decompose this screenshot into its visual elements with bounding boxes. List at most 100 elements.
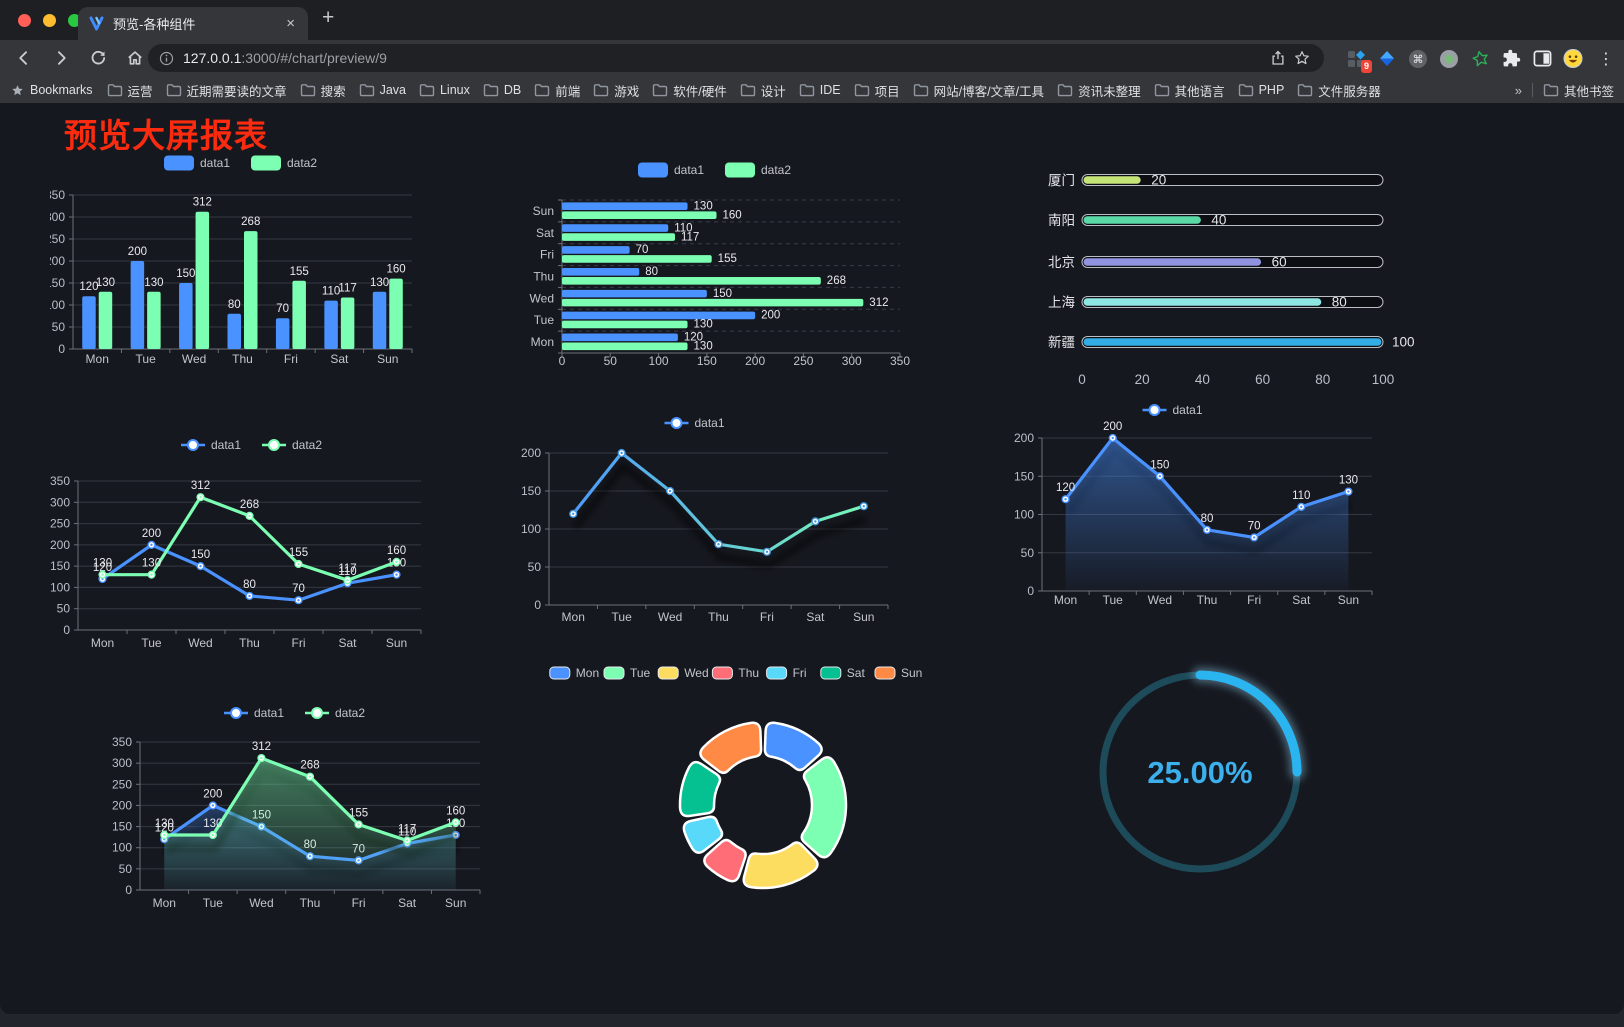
svg-text:0: 0	[1078, 372, 1086, 387]
bookmark-star-button[interactable]	[1290, 46, 1314, 70]
chart-line-gradient[interactable]: data1 0 50 100 150 200 Mon Tue Wed Thu Fri Sat Sun	[505, 400, 920, 640]
other-bookmarks-folder[interactable]: 其他书签	[1543, 81, 1614, 100]
chart-area-single[interactable]: data1 0 50 100 150 200 Mon Tue Wed Thu Fri Sat Sun 12…	[980, 388, 1400, 623]
home-button[interactable]	[123, 46, 147, 70]
bookmark-folder-label: 网站/博客/文章/工具	[933, 84, 1045, 99]
bookmark-folder[interactable]: IDE	[799, 83, 841, 97]
svg-text:130: 130	[694, 200, 713, 212]
bookmarks-overflow-button[interactable]: »	[1514, 82, 1522, 98]
chart-area-two-series[interactable]: data1 data2 0 50 100 150 200 250 300 350 Mon Tue Wed…	[108, 678, 528, 925]
svg-text:data2: data2	[761, 163, 791, 177]
svg-text:150: 150	[112, 820, 132, 834]
svg-text:100: 100	[521, 522, 541, 536]
chart-line-two-series[interactable]: data1 data2 0 50 100 150 200 250 300 350 Mon Tue Wed…	[50, 425, 470, 665]
recorder-extension-button[interactable]	[1439, 49, 1459, 69]
bookmark-folder[interactable]: 设计	[740, 81, 786, 100]
svg-text:250: 250	[112, 777, 132, 791]
bookmark-folder[interactable]: 游戏	[593, 81, 639, 100]
svg-text:Thu: Thu	[239, 636, 260, 650]
url-text[interactable]: 127.0.0.1:3000/#/chart/preview/9	[183, 50, 1266, 66]
new-tab-button[interactable]: +	[322, 6, 335, 29]
bookmark-folder-label: 搜索	[320, 84, 346, 99]
bookmark-folder[interactable]: 其他语言	[1154, 81, 1225, 100]
svg-text:Sat: Sat	[1292, 593, 1311, 607]
bookmark-folder[interactable]: 前端	[534, 81, 580, 100]
reload-button[interactable]	[86, 46, 110, 70]
svg-text:60: 60	[1255, 372, 1270, 387]
svg-text:150: 150	[713, 288, 732, 300]
svg-text:120: 120	[684, 332, 703, 344]
proxy-extension-button[interactable]: 9	[1346, 49, 1372, 73]
url-host: 127.0.0.1	[183, 50, 242, 66]
bookmark-folder[interactable]: 近期需要读的文章	[166, 81, 287, 100]
svg-text:Fri: Fri	[352, 896, 366, 910]
chart-grouped-bar[interactable]: data1 data2 0 50 100 150 200 250 300 350 Mon Tue Wed…	[45, 150, 470, 383]
svg-text:130: 130	[370, 277, 389, 289]
bookmark-folder[interactable]: PHP	[1238, 83, 1284, 97]
svg-text:Wed: Wed	[188, 636, 212, 650]
folder-icon	[799, 84, 814, 97]
bookmark-folder[interactable]: 软件/硬件	[652, 81, 727, 100]
bookmark-folder[interactable]: 网站/博客/文章/工具	[913, 81, 1044, 100]
puzzle-icon	[1503, 49, 1520, 67]
svg-text:Thu: Thu	[232, 352, 253, 366]
extensions-puzzle-button[interactable]	[1501, 49, 1521, 69]
svg-text:200: 200	[142, 528, 161, 540]
bookmark-folder[interactable]: DB	[483, 83, 521, 97]
chart-horizontal-bar[interactable]: data1 data2 Sun 130 160 Sat 110 117 Fri 70 155 Thu 8…	[505, 150, 925, 377]
bookmark-folder[interactable]: Linux	[419, 83, 470, 97]
svg-text:Tue: Tue	[534, 313, 555, 327]
zoom-window-button[interactable]	[68, 14, 81, 27]
chart-progress-bars[interactable]: 厦门 20 南阳 40 北京 60 上海 80 新疆 100 0 20 40 60 80 100	[980, 158, 1428, 395]
folder-icon	[913, 84, 928, 97]
svg-text:130: 130	[203, 818, 222, 830]
svg-text:data1: data1	[254, 706, 284, 720]
bookmarks-root[interactable]: Bookmarks	[10, 83, 93, 98]
green-star-extension-button[interactable]	[1470, 49, 1490, 69]
chart-gauge[interactable]: 25.00%	[1080, 652, 1320, 897]
address-bar[interactable]: 127.0.0.1:3000/#/chart/preview/9	[148, 44, 1324, 72]
browser-tab[interactable]: 预览-各种组件 ×	[78, 7, 308, 40]
share-button[interactable]	[1266, 46, 1290, 70]
chart-donut[interactable]: Mon Tue Wed Thu Fri Sat Sun	[540, 630, 980, 910]
close-window-button[interactable]	[18, 14, 31, 27]
vue-devtools-extension-button[interactable]	[1377, 49, 1397, 69]
bookmark-folder[interactable]: Java	[359, 83, 406, 97]
svg-text:Thu: Thu	[1197, 593, 1218, 607]
bookmark-folder[interactable]: 搜索	[300, 81, 346, 100]
svg-text:155: 155	[289, 547, 308, 559]
svg-text:Thu: Thu	[738, 666, 759, 680]
browser-menu-button[interactable]: ⋮	[1598, 50, 1614, 68]
cmd-extension-button[interactable]: ⌘	[1408, 49, 1428, 69]
svg-text:Sun: Sun	[533, 204, 554, 218]
page-title: 预览大屏报表	[64, 117, 268, 154]
tab-close-icon[interactable]: ×	[286, 15, 295, 32]
site-info-icon[interactable]	[158, 50, 175, 67]
svg-text:250: 250	[50, 517, 70, 531]
back-button[interactable]	[12, 46, 36, 70]
bookmark-folder-label: DB	[503, 83, 522, 97]
svg-text:Fri: Fri	[292, 636, 306, 650]
svg-text:Sat: Sat	[847, 666, 866, 680]
svg-text:200: 200	[1014, 431, 1034, 445]
bookmark-folder[interactable]: 项目	[854, 81, 900, 100]
folder-icon	[300, 84, 315, 97]
svg-text:Thu: Thu	[300, 896, 321, 910]
bookmark-folder[interactable]: 运营	[107, 81, 153, 100]
svg-text:110: 110	[322, 286, 340, 298]
folder-icon	[1298, 84, 1313, 97]
profile-avatar[interactable]	[1563, 48, 1583, 69]
folder-icon	[1154, 84, 1169, 97]
minimize-window-button[interactable]	[43, 14, 56, 27]
svg-text:Wed: Wed	[182, 352, 206, 366]
forward-button[interactable]	[49, 46, 73, 70]
bookmark-folder[interactable]: 文件服务器	[1297, 81, 1381, 100]
svg-text:北京: 北京	[1048, 255, 1075, 270]
bookmark-folder[interactable]: 资讯未整理	[1057, 81, 1141, 100]
svg-text:⌘: ⌘	[1413, 54, 1424, 66]
side-panel-button[interactable]	[1532, 49, 1552, 69]
svg-text:300: 300	[50, 495, 70, 509]
svg-text:上海: 上海	[1048, 295, 1075, 310]
line2-canvas: data1 data2 0 50 100 150 200 250 300 350 Mon Tue Wed…	[50, 438, 422, 650]
